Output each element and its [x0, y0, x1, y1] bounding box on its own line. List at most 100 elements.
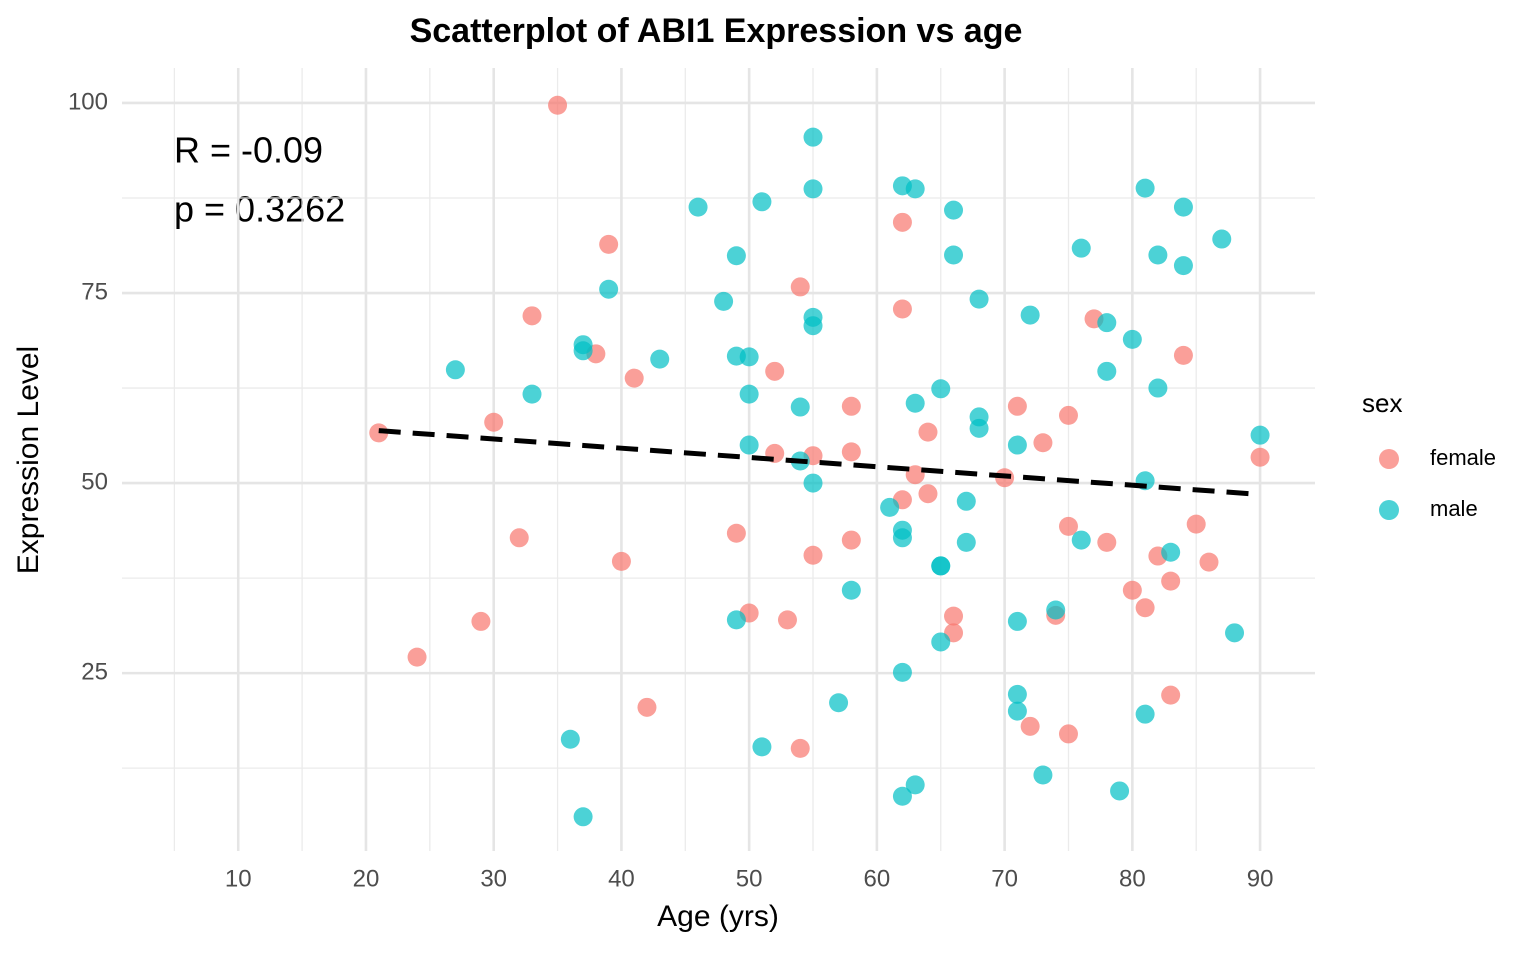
- point: [944, 200, 964, 220]
- point: [471, 611, 491, 631]
- chart-title: Scatterplot of ABI1 Expression vs age: [410, 12, 1023, 50]
- point: [1173, 256, 1193, 276]
- x-tick-label: 20: [353, 865, 380, 892]
- point: [931, 556, 951, 576]
- point: [841, 396, 861, 416]
- y-tick-label: 100: [68, 88, 108, 115]
- point: [739, 435, 759, 455]
- point: [1046, 600, 1066, 620]
- point: [969, 289, 989, 309]
- point: [931, 632, 951, 652]
- point: [1161, 685, 1181, 705]
- point: [931, 379, 951, 399]
- legend-label: female: [1430, 445, 1496, 470]
- point: [752, 192, 772, 212]
- point: [548, 95, 568, 115]
- annotation: R = -0.09: [174, 130, 323, 171]
- point: [1058, 405, 1078, 425]
- point: [1148, 245, 1168, 265]
- trend-line: [378, 428, 1261, 497]
- point: [841, 580, 861, 600]
- point: [803, 127, 823, 147]
- point: [726, 523, 746, 543]
- point: [573, 341, 593, 361]
- point: [1007, 611, 1027, 631]
- point: [841, 442, 861, 462]
- point: [637, 697, 657, 717]
- point: [1173, 197, 1193, 217]
- point: [726, 246, 746, 266]
- point: [790, 738, 810, 758]
- point: [1161, 571, 1181, 591]
- point: [1161, 542, 1181, 562]
- point: [1007, 396, 1027, 416]
- x-tick-label: 30: [480, 865, 507, 892]
- point: [1250, 425, 1270, 445]
- point: [1097, 361, 1117, 381]
- point: [1135, 598, 1155, 618]
- point: [1071, 238, 1091, 258]
- legend-label: male: [1430, 496, 1478, 521]
- point: [560, 729, 580, 749]
- point: [892, 212, 912, 232]
- point: [1186, 514, 1206, 534]
- x-axis-label: Age (yrs): [657, 900, 779, 933]
- point: [1033, 765, 1053, 785]
- point: [599, 279, 619, 299]
- point: [1007, 435, 1027, 455]
- point: [1225, 623, 1245, 643]
- point: [522, 384, 542, 404]
- legend-title: sex: [1362, 388, 1402, 418]
- point: [790, 397, 810, 417]
- point: [1033, 433, 1053, 453]
- x-tick-label: 90: [1247, 865, 1274, 892]
- point: [803, 316, 823, 336]
- point: [777, 610, 797, 630]
- point: [1250, 447, 1270, 467]
- x-tick-label: 50: [736, 865, 763, 892]
- point: [1058, 724, 1078, 744]
- point: [1097, 532, 1117, 552]
- point: [1097, 313, 1117, 333]
- point: [790, 277, 810, 297]
- point: [892, 662, 912, 682]
- point: [445, 360, 465, 380]
- legend-marker: [1379, 500, 1399, 520]
- point: [1148, 378, 1168, 398]
- x-tick-label: 10: [225, 865, 252, 892]
- point: [611, 551, 631, 571]
- point: [829, 693, 849, 713]
- point: [1007, 701, 1027, 721]
- point: [892, 786, 912, 806]
- point: [650, 349, 670, 369]
- point: [739, 347, 759, 367]
- point: [905, 393, 925, 413]
- point: [892, 528, 912, 548]
- x-tick-label: 40: [608, 865, 635, 892]
- y-tick-label: 50: [81, 468, 108, 495]
- point: [1007, 684, 1027, 704]
- point: [522, 306, 542, 326]
- point: [1199, 552, 1219, 572]
- point: [1122, 580, 1142, 600]
- point: [1212, 229, 1232, 249]
- point: [739, 384, 759, 404]
- point: [407, 647, 427, 667]
- point: [905, 775, 925, 795]
- point: [484, 412, 504, 432]
- point: [944, 606, 964, 626]
- point: [905, 179, 925, 199]
- x-tick-label: 60: [864, 865, 891, 892]
- point: [918, 422, 938, 442]
- point: [1135, 178, 1155, 198]
- point: [1020, 716, 1040, 736]
- point: [688, 197, 708, 217]
- point: [841, 530, 861, 550]
- point: [1020, 305, 1040, 325]
- point: [726, 610, 746, 630]
- point: [1071, 530, 1091, 550]
- point: [1173, 345, 1193, 365]
- annotation: p = 0.3262: [174, 189, 345, 230]
- point: [905, 465, 925, 485]
